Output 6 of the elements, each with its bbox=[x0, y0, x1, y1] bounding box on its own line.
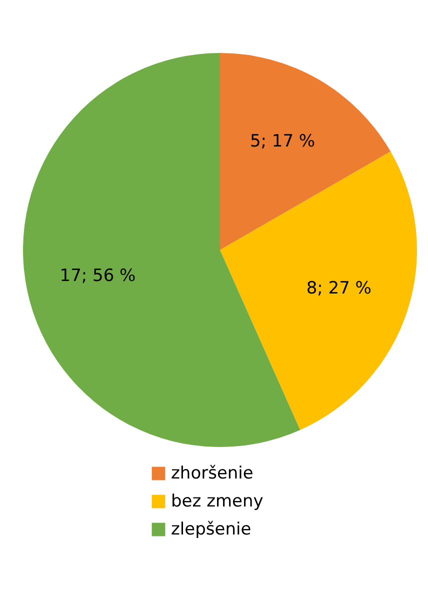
legend-label: bez zmeny bbox=[171, 492, 264, 512]
data-label: 17; 56 % bbox=[60, 266, 136, 286]
legend-label: zlepšenie bbox=[171, 520, 252, 540]
legend-label: zhoršenie bbox=[171, 464, 254, 484]
data-label: 5; 17 % bbox=[250, 132, 316, 152]
data-label: 8; 27 % bbox=[306, 278, 372, 299]
